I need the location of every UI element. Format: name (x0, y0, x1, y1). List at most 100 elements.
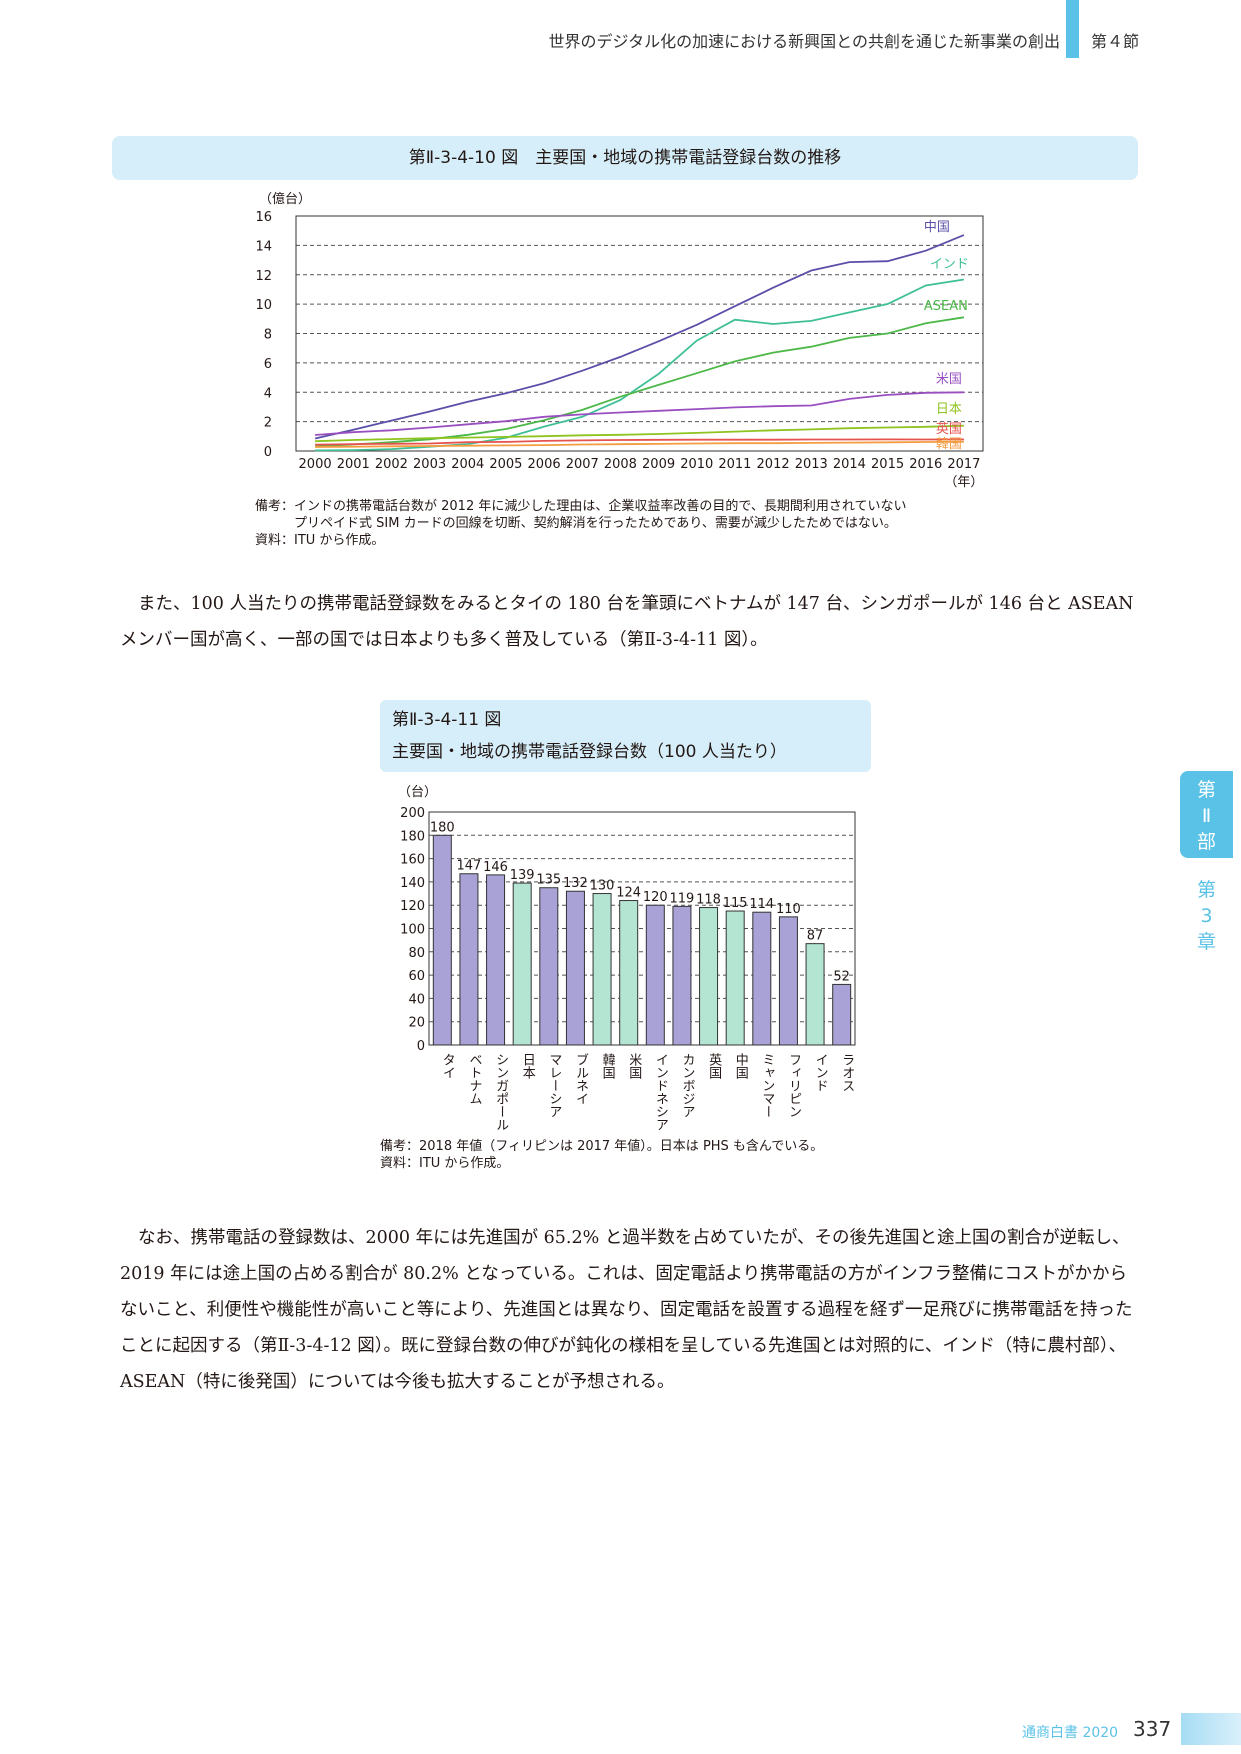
data-label: 87 (807, 929, 824, 944)
category-label: インド (813, 1053, 828, 1092)
bar (592, 893, 612, 1046)
y-tick-label: 20 (408, 1016, 425, 1031)
series-label: 米国 (936, 372, 962, 387)
y-tick-label: 40 (408, 992, 425, 1007)
x-tick-label: 2006 (528, 457, 561, 472)
series-line (315, 278, 965, 452)
category-label: カンボジア (679, 1053, 694, 1118)
plot-frame (295, 215, 984, 452)
y-tick-label: 2 (264, 416, 272, 431)
data-label: 52 (833, 969, 850, 984)
bar (432, 834, 452, 1046)
page-number: 337 (1133, 1717, 1172, 1741)
x-tick-label: 2014 (833, 457, 866, 472)
series-line (315, 438, 964, 446)
category-label: 英国 (706, 1053, 722, 1079)
data-label: 124 (616, 886, 641, 901)
x-tick-label: 2001 (337, 457, 370, 472)
series-line (315, 440, 964, 448)
side-tab-char: 第 (1196, 779, 1216, 801)
y-tick-label: 120 (400, 899, 425, 914)
x-tick-label: 2011 (718, 457, 751, 472)
data-label: 110 (776, 902, 801, 917)
category-label: 中国 (733, 1053, 748, 1079)
data-label: 118 (696, 893, 721, 908)
category-label: 日本 (520, 1053, 536, 1079)
running-header-title: 世界のデジタル化の加速における新興国との共創を通じた新事業の創出 (548, 32, 1060, 51)
y-tick-label: 6 (264, 357, 272, 372)
bar (778, 916, 798, 1046)
paragraph-text: なお、携帯電話の登録数は、2000 年には先進国が 65.2% と過半数を占めて… (120, 1228, 1133, 1392)
x-tick-label: 2015 (871, 457, 904, 472)
side-tab-chapter[interactable]: 第 3 章 (1180, 877, 1233, 955)
bar (752, 911, 772, 1046)
category-label: タイ (440, 1053, 455, 1079)
y-tick-label: 80 (408, 946, 425, 961)
bar (725, 910, 745, 1046)
side-chapter-char: 章 (1196, 931, 1216, 953)
series-line (315, 391, 964, 436)
bar (805, 943, 825, 1046)
x-axis-unit-label: （年） (944, 475, 983, 490)
side-chapter-char: 第 (1196, 879, 1216, 901)
footer-accent-bar (1181, 1713, 1241, 1745)
x-tick-label: 2010 (680, 457, 713, 472)
plot-frame (428, 811, 856, 1046)
y-tick-label: 10 (255, 298, 272, 313)
figure2-notes: 備考：2018 年値（フィリピンは 2017 年値）。日本は PHS も含んでい… (380, 1138, 823, 1172)
x-tick-label: 2005 (489, 457, 522, 472)
side-chapter-char: 3 (1200, 905, 1213, 927)
y-axis-unit-label: （台） (398, 785, 437, 800)
figure1-line-chart: （億台） 0 2 4 6 8 10 12 14 16 2000 2001 2002 2003 2004 200… (255, 191, 984, 490)
figure2-title-text: 主要国・地域の携帯電話登録台数（100 人当たり） (392, 742, 787, 762)
category-label: ラオス (839, 1053, 854, 1092)
series-label: 中国 (924, 220, 950, 235)
series-label: 韓国 (936, 437, 962, 452)
paragraph-text: また、100 人当たりの携帯電話登録数をみるとタイの 180 台を筆頭にベトナム… (120, 594, 1134, 650)
figure1-source-line: 資料：ITU から作成。 (255, 533, 385, 548)
x-tick-label: 2002 (375, 457, 408, 472)
figure2-title-number: 第Ⅱ-3-4-11 図 (392, 710, 502, 730)
y-tick-label: 140 (400, 876, 425, 891)
body-paragraph-1: また、100 人当たりの携帯電話登録数をみるとタイの 180 台を筆頭にベトナム… (120, 586, 1140, 658)
bar (539, 887, 559, 1046)
series-line (315, 316, 965, 448)
bar (619, 900, 639, 1046)
figure1-note-line: プリペイド式 SIM カードの回線を切断、契約解消を行ったためであり、需要が減少… (255, 516, 897, 531)
figure2-note-line: 備考：2018 年値（フィリピンは 2017 年値）。日本は PHS も含んでい… (380, 1139, 824, 1154)
y-tick-label: 180 (400, 829, 425, 844)
data-label: 115 (723, 896, 748, 911)
x-tick-label: 2016 (909, 457, 942, 472)
y-tick-label: 160 (400, 853, 425, 868)
data-label: 120 (643, 890, 668, 905)
x-tick-label: 2008 (604, 457, 637, 472)
data-label: 119 (670, 891, 695, 906)
x-tick-label: 2013 (795, 457, 828, 472)
y-tick-label: 60 (408, 969, 425, 984)
series-line (314, 234, 965, 440)
bar (565, 890, 585, 1046)
category-label: シンガポール (493, 1053, 508, 1131)
series-line (315, 424, 964, 443)
side-tab-part[interactable]: 第 Ⅱ 部 (1180, 771, 1233, 858)
x-tick-label: 2017 (947, 457, 980, 472)
data-label: 147 (457, 859, 482, 874)
series-label: 英国 (936, 422, 962, 437)
data-label: 130 (590, 879, 615, 894)
data-label: 135 (536, 873, 561, 888)
x-tick-label: 2012 (757, 457, 790, 472)
bar (459, 873, 479, 1046)
bar (486, 874, 506, 1046)
category-label: 韓国 (600, 1053, 616, 1079)
y-tick-label: 4 (264, 386, 272, 401)
category-label: マレーシア (546, 1053, 561, 1118)
x-tick-label: 2007 (566, 457, 599, 472)
bar (832, 983, 852, 1046)
bar (645, 904, 665, 1046)
category-label: ミャンマー (759, 1053, 774, 1118)
figure1-title: 第Ⅱ-3-4-10 図 主要国・地域の携帯電話登録台数の推移 (112, 136, 1138, 180)
data-label: 139 (510, 868, 535, 883)
figure1-note-line: 備考：インドの携帯電話台数が 2012 年に減少した理由は、企業収益率改善の目的… (255, 499, 907, 514)
series-label: インド (930, 257, 969, 272)
figure2-source-line: 資料：ITU から作成。 (380, 1156, 510, 1171)
